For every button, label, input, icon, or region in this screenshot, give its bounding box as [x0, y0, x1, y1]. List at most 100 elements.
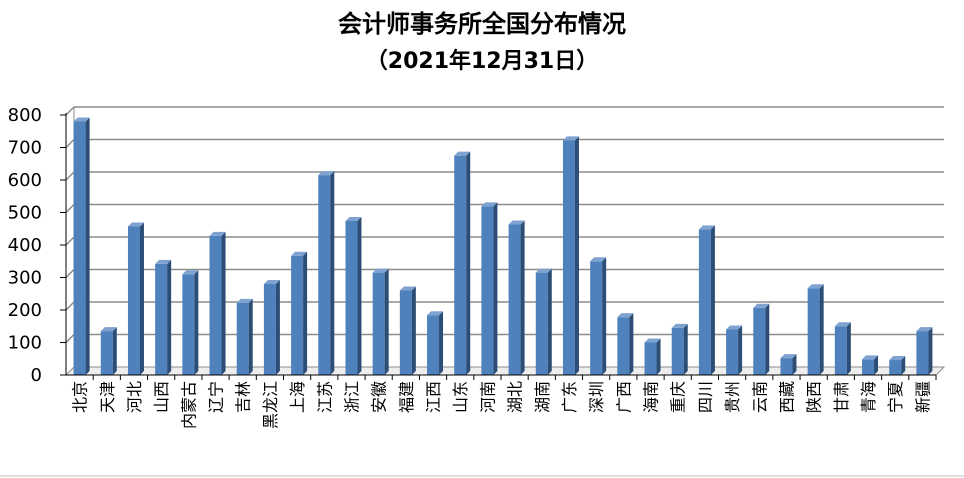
- bar-front: [726, 329, 739, 375]
- bar-front: [671, 327, 684, 375]
- x-tick-label: 江苏: [315, 381, 334, 413]
- bar-top: [372, 268, 389, 273]
- y-tick-label: 600: [8, 170, 42, 191]
- bar: [100, 327, 117, 375]
- bars: [73, 117, 933, 375]
- bar-front: [291, 255, 304, 375]
- bar-side: [629, 313, 634, 375]
- bar-side: [466, 151, 471, 375]
- bar-top: [73, 117, 90, 122]
- y-tick-label: 800: [8, 105, 42, 126]
- x-tick-label: 新疆: [913, 381, 932, 413]
- bar-side: [221, 231, 226, 375]
- bar-top: [698, 225, 715, 230]
- bar: [372, 268, 389, 375]
- y-tick-label: 100: [8, 333, 42, 354]
- bar: [590, 257, 607, 375]
- bar-top: [780, 354, 797, 359]
- x-tick-label: 北京: [71, 381, 90, 413]
- bar-side: [710, 225, 715, 375]
- x-tick-label: 海南: [642, 381, 661, 413]
- bar-front: [535, 272, 548, 375]
- bar: [427, 311, 444, 375]
- y-tick-label: 700: [8, 138, 42, 159]
- x-tick-label: 辽宁: [207, 381, 226, 413]
- x-tick-label: 湖南: [533, 381, 552, 413]
- bar: [562, 136, 579, 375]
- bar: [318, 171, 335, 375]
- bar: [182, 270, 199, 375]
- bar: [454, 151, 471, 375]
- bar-top: [508, 220, 525, 225]
- bar-side: [656, 338, 661, 375]
- bar: [834, 322, 851, 375]
- bar: [617, 313, 634, 375]
- x-tick-label: 甘肃: [832, 381, 851, 413]
- x-tick-label: 西藏: [777, 381, 796, 413]
- bar: [345, 216, 362, 375]
- x-tick-label: 河南: [478, 381, 497, 413]
- bar-side: [411, 286, 416, 375]
- x-tick-label: 四川: [696, 381, 715, 413]
- bar-top: [454, 151, 471, 156]
- bar-top: [100, 327, 117, 332]
- bar: [862, 355, 879, 375]
- bar-top: [916, 327, 933, 332]
- bar-side: [167, 259, 172, 375]
- bar: [399, 286, 416, 375]
- bar-front: [100, 331, 113, 375]
- bar-front: [562, 140, 575, 375]
- x-tick-label: 安徽: [370, 381, 389, 413]
- bar: [73, 117, 90, 375]
- bar-side: [683, 323, 688, 375]
- x-tick-label: 天津: [98, 381, 117, 413]
- bar-top: [726, 325, 743, 330]
- x-tick-label: 浙江: [342, 381, 361, 413]
- bar: [753, 303, 770, 375]
- bar-front: [155, 263, 168, 375]
- bar-top: [427, 311, 444, 316]
- bar-front: [73, 121, 86, 375]
- x-tick-label: 广西: [614, 381, 633, 413]
- bar: [508, 220, 525, 375]
- bar-side: [85, 117, 90, 375]
- bar-top: [318, 171, 335, 176]
- y-tick-label: 200: [8, 300, 42, 321]
- x-tick-label: 湖北: [506, 381, 525, 413]
- x-tick-label: 吉林: [234, 381, 253, 413]
- bar: [263, 280, 280, 375]
- bar-side: [792, 354, 797, 375]
- bar-side: [194, 270, 199, 375]
- bar-front: [127, 226, 140, 375]
- bar-top: [182, 270, 199, 275]
- x-tick-label: 山东: [451, 381, 470, 413]
- bar-front: [862, 359, 875, 375]
- x-tick-label: 上海: [288, 381, 307, 413]
- bar-front: [481, 206, 494, 375]
- bar-side: [874, 355, 879, 375]
- bar-front: [372, 272, 385, 375]
- bar-top: [399, 286, 416, 291]
- bar: [698, 225, 715, 375]
- x-tick-label: 宁夏: [886, 381, 905, 413]
- bar-top: [209, 231, 226, 236]
- bar-top: [127, 222, 144, 227]
- bar-side: [765, 303, 770, 375]
- bar-side: [112, 327, 117, 375]
- bar-top: [753, 303, 770, 308]
- y-tick-label: 300: [8, 268, 42, 289]
- bar-top: [155, 259, 172, 264]
- bar-top: [671, 323, 688, 328]
- bar-side: [139, 222, 144, 375]
- bar-front: [454, 155, 467, 375]
- x-axis: 北京 天津 河北 山西 内蒙古 辽宁 吉林 黑龙江 上海 江苏 浙江 安徽 福建 江西 山东 河南 湖北 湖南 广东…: [66, 374, 937, 429]
- bar-side: [357, 216, 362, 375]
- x-tick-label: 江西: [424, 381, 443, 413]
- bar-front: [834, 326, 847, 375]
- y-axis: 0 100 200 300 400 500 600 700 800: [8, 105, 67, 386]
- bar-front: [889, 360, 902, 375]
- bar-front: [916, 331, 929, 375]
- bar-front: [617, 317, 630, 375]
- bar: [807, 284, 824, 375]
- gridline: [65, 138, 944, 149]
